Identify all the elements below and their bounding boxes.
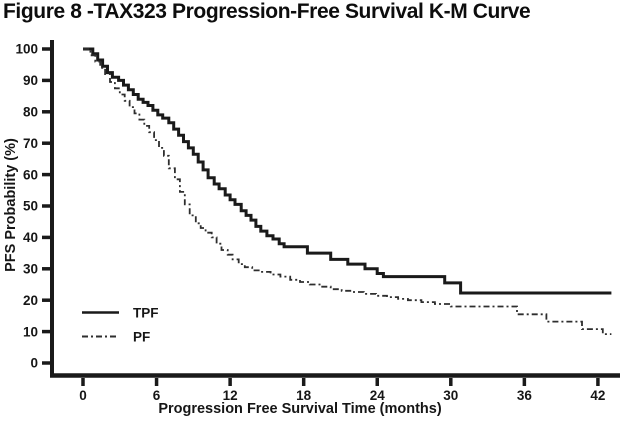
y-tick-label: 10	[23, 324, 38, 339]
x-axis-title: Progression Free Survival Time (months)	[158, 401, 442, 417]
x-tick-label: 24	[370, 388, 386, 403]
y-axis-title: PFS Probability (%)	[3, 138, 19, 272]
y-axis-ticks: 0 10 20 30 40 50 60 70 80 90 100	[15, 42, 50, 371]
y-tick-label: 70	[23, 136, 38, 151]
y-tick-label: 50	[23, 199, 38, 214]
tpf-curve	[83, 47, 612, 295]
x-tick-label: 42	[590, 388, 605, 403]
survival-curves	[83, 47, 612, 335]
y-tick-label: 80	[23, 105, 38, 120]
x-tick-label: 6	[153, 388, 161, 403]
y-tick-label: 30	[23, 262, 38, 277]
y-tick-label: 40	[23, 230, 38, 245]
x-axis-ticks: 0 6 12 18 24 30 36 42	[79, 378, 605, 403]
legend-tpf-label: TPF	[133, 306, 159, 321]
x-tick-label: 0	[79, 388, 87, 403]
x-tick-label: 12	[223, 388, 238, 403]
legend-pf-label: PF	[133, 330, 150, 345]
y-tick-label: 0	[30, 356, 38, 371]
y-tick-label: 100	[15, 42, 38, 57]
pf-curve	[83, 48, 612, 335]
x-tick-label: 18	[296, 388, 312, 403]
legend: TPF PF	[82, 306, 159, 345]
y-tick-label: 20	[23, 293, 38, 308]
x-tick-label: 36	[517, 388, 533, 403]
y-tick-label: 60	[23, 167, 38, 182]
x-tick-label: 30	[443, 388, 458, 403]
y-tick-label: 90	[23, 73, 38, 88]
figure-title: Figure 8 -TAX323 Progression-Free Surviv…	[3, 0, 531, 23]
